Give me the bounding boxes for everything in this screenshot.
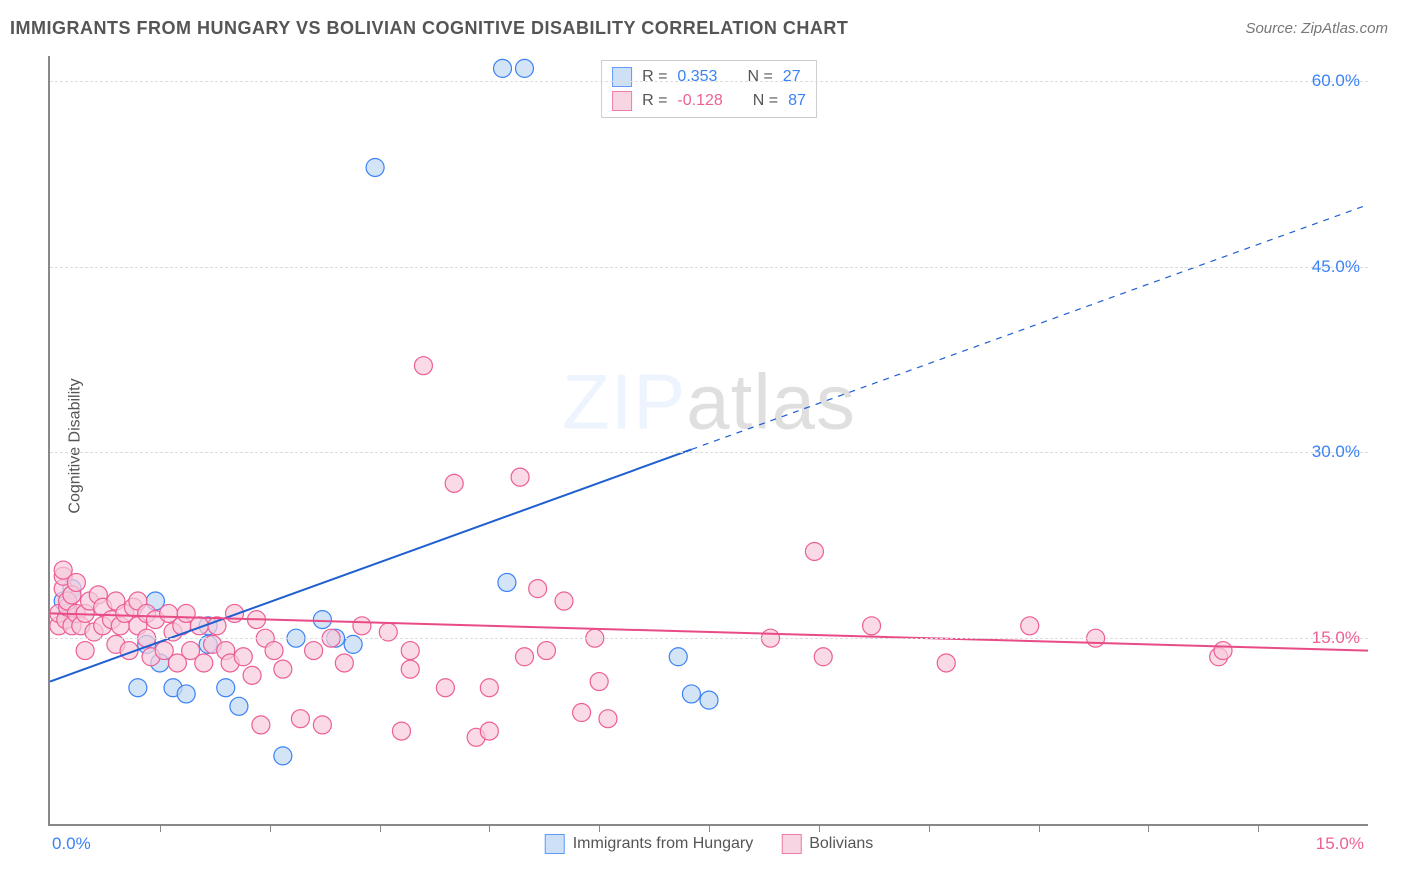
swatch-icon: [545, 834, 565, 854]
data-point: [937, 654, 955, 672]
x-tick-mark: [599, 824, 600, 832]
data-point: [498, 573, 516, 591]
data-point: [599, 710, 617, 728]
data-point: [401, 642, 419, 660]
data-point: [1021, 617, 1039, 635]
y-tick-label: 30.0%: [1312, 442, 1360, 462]
data-point: [230, 697, 248, 715]
source-label: Source: ZipAtlas.com: [1245, 20, 1388, 37]
data-point: [414, 357, 432, 375]
x-tick-mark: [380, 824, 381, 832]
y-tick-label: 45.0%: [1312, 257, 1360, 277]
legend-row-bolivians: R = -0.128 N = 87: [612, 89, 806, 113]
data-point: [305, 642, 323, 660]
data-point: [392, 722, 410, 740]
trend-line-dashed: [691, 205, 1368, 450]
data-point: [436, 679, 454, 697]
data-point: [195, 654, 213, 672]
data-point: [700, 691, 718, 709]
gridline: [50, 81, 1368, 82]
correlation-legend: R = 0.353 N = 27 R = -0.128 N = 87: [601, 60, 817, 118]
chart-container: IMMIGRANTS FROM HUNGARY VS BOLIVIAN COGN…: [0, 0, 1406, 892]
data-point: [669, 648, 687, 666]
swatch-icon: [781, 834, 801, 854]
plot-area: ZIPatlas R = 0.353 N = 27 R = -0.128 N =…: [48, 56, 1368, 826]
data-point: [274, 660, 292, 678]
data-point: [274, 747, 292, 765]
x-tick-mark: [1258, 824, 1259, 832]
data-point: [590, 673, 608, 691]
data-point: [573, 704, 591, 722]
data-point: [234, 648, 252, 666]
data-point: [67, 573, 85, 591]
x-tick-mark: [160, 824, 161, 832]
data-point: [291, 710, 309, 728]
y-tick-label: 15.0%: [1312, 628, 1360, 648]
data-point: [1214, 642, 1232, 660]
data-point: [555, 592, 573, 610]
gridline: [50, 452, 1368, 453]
gridline: [50, 638, 1368, 639]
data-point: [335, 654, 353, 672]
data-point: [480, 722, 498, 740]
data-point: [814, 648, 832, 666]
data-point: [511, 468, 529, 486]
swatch-icon: [612, 91, 632, 111]
x-label-left: 0.0%: [52, 834, 91, 854]
x-tick-mark: [819, 824, 820, 832]
data-point: [863, 617, 881, 635]
data-point: [313, 611, 331, 629]
data-point: [353, 617, 371, 635]
data-point: [366, 158, 384, 176]
legend-row-hungary: R = 0.353 N = 27: [612, 65, 806, 89]
data-point: [529, 580, 547, 598]
data-point: [243, 666, 261, 684]
x-tick-mark: [1039, 824, 1040, 832]
data-point: [445, 474, 463, 492]
data-point: [76, 642, 94, 660]
data-point: [401, 660, 419, 678]
data-point: [265, 642, 283, 660]
x-tick-mark: [929, 824, 930, 832]
x-tick-mark: [489, 824, 490, 832]
trend-line: [50, 613, 1368, 650]
data-point: [129, 679, 147, 697]
y-tick-label: 60.0%: [1312, 71, 1360, 91]
data-point: [177, 685, 195, 703]
data-point: [252, 716, 270, 734]
data-point: [313, 716, 331, 734]
data-point: [515, 648, 533, 666]
swatch-icon: [612, 67, 632, 87]
legend-item-hungary: Immigrants from Hungary: [545, 834, 754, 854]
data-point: [480, 679, 498, 697]
x-tick-mark: [709, 824, 710, 832]
data-point: [682, 685, 700, 703]
x-tick-mark: [270, 824, 271, 832]
data-point: [805, 542, 823, 560]
legend-item-bolivians: Bolivians: [781, 834, 873, 854]
series-legend: Immigrants from Hungary Bolivians: [545, 834, 874, 854]
data-point: [217, 679, 235, 697]
x-tick-mark: [1148, 824, 1149, 832]
plot-svg: [50, 56, 1368, 824]
x-label-right: 15.0%: [1316, 834, 1364, 854]
data-point: [515, 59, 533, 77]
data-point: [494, 59, 512, 77]
data-point: [537, 642, 555, 660]
gridline: [50, 267, 1368, 268]
chart-title: IMMIGRANTS FROM HUNGARY VS BOLIVIAN COGN…: [10, 18, 848, 39]
